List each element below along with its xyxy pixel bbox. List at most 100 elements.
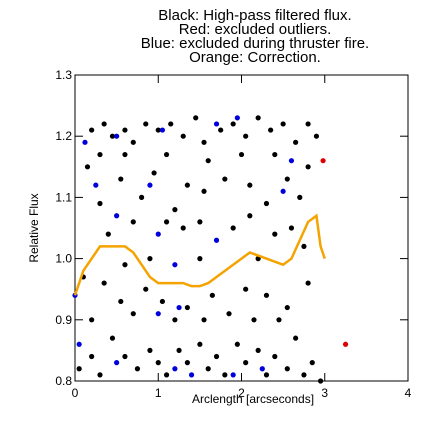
data-point bbox=[176, 304, 182, 311]
data-point bbox=[222, 372, 228, 378]
data-point bbox=[284, 304, 290, 311]
data-point bbox=[305, 121, 311, 127]
data-point bbox=[301, 372, 307, 378]
chart-title: Blue: excluded during thruster fire. bbox=[141, 35, 369, 52]
x-tick-label: 4 bbox=[405, 386, 412, 400]
data-point bbox=[155, 311, 161, 317]
y-tick-label: 0.9 bbox=[55, 313, 72, 327]
data-point bbox=[201, 188, 207, 194]
data-point bbox=[159, 127, 166, 133]
data-point bbox=[93, 182, 99, 188]
data-point bbox=[243, 286, 249, 292]
data-point bbox=[155, 127, 161, 133]
data-point bbox=[180, 133, 186, 139]
data-point bbox=[317, 378, 324, 384]
data-point bbox=[218, 127, 224, 133]
data-point bbox=[155, 231, 161, 237]
data-point bbox=[284, 176, 290, 182]
data-point bbox=[205, 158, 211, 164]
chart-title: Orange: Correction. bbox=[189, 49, 321, 66]
data-point bbox=[89, 317, 95, 323]
data-point bbox=[122, 262, 128, 268]
data-point bbox=[247, 182, 253, 188]
data-point bbox=[82, 139, 88, 145]
data-point bbox=[309, 360, 315, 366]
data-point bbox=[280, 188, 286, 194]
data-point bbox=[197, 341, 203, 347]
data-point bbox=[130, 219, 136, 225]
y-tick-label: 0.8 bbox=[55, 374, 72, 388]
data-point bbox=[213, 237, 220, 243]
data-point bbox=[259, 366, 265, 372]
data-point bbox=[251, 317, 257, 323]
data-point bbox=[122, 353, 128, 360]
data-point bbox=[272, 151, 278, 158]
data-point bbox=[197, 256, 203, 262]
data-point bbox=[114, 213, 120, 219]
data-point bbox=[263, 200, 270, 207]
data-point bbox=[114, 360, 120, 366]
data-point bbox=[288, 158, 295, 164]
data-point bbox=[172, 317, 178, 323]
data-point bbox=[234, 115, 240, 121]
data-point bbox=[155, 360, 161, 366]
data-point bbox=[268, 127, 274, 133]
data-point bbox=[213, 121, 220, 127]
data-point bbox=[272, 353, 278, 360]
data-point bbox=[143, 121, 149, 127]
data-point bbox=[184, 304, 190, 311]
data-point bbox=[263, 372, 270, 378]
data-point bbox=[305, 280, 311, 286]
x-axis-label: Arclength [arcseconds] bbox=[192, 392, 314, 406]
correction-line bbox=[73, 213, 326, 296]
data-point bbox=[226, 311, 232, 317]
data-point bbox=[97, 372, 103, 378]
data-point bbox=[255, 115, 261, 121]
data-point bbox=[272, 231, 278, 237]
data-point bbox=[305, 164, 311, 170]
data-point bbox=[163, 372, 170, 378]
x-tick-label: 2 bbox=[238, 386, 245, 400]
data-point bbox=[97, 151, 103, 158]
data-point bbox=[172, 207, 178, 213]
data-point bbox=[84, 164, 91, 170]
data-point bbox=[109, 133, 116, 139]
data-point bbox=[159, 298, 166, 305]
y-tick-label: 1.0 bbox=[55, 252, 72, 266]
data-point bbox=[276, 317, 282, 323]
data-point bbox=[172, 366, 178, 372]
data-point bbox=[151, 170, 157, 176]
data-point bbox=[293, 139, 299, 145]
data-point bbox=[288, 225, 295, 231]
data-point bbox=[188, 372, 195, 378]
data-point bbox=[234, 341, 240, 347]
data-point bbox=[313, 133, 320, 139]
data-point bbox=[163, 219, 170, 225]
data-point bbox=[163, 151, 170, 158]
data-point bbox=[263, 292, 270, 298]
data-point bbox=[101, 280, 107, 286]
data-point bbox=[97, 200, 103, 207]
data-point bbox=[184, 360, 190, 366]
data-point bbox=[284, 366, 290, 372]
data-point bbox=[101, 121, 107, 127]
data-point bbox=[301, 243, 307, 249]
data-point bbox=[230, 225, 236, 231]
data-point bbox=[118, 176, 124, 182]
data-point bbox=[193, 115, 199, 121]
data-point bbox=[76, 366, 82, 372]
data-point bbox=[105, 231, 111, 237]
data-point bbox=[238, 151, 245, 158]
data-point bbox=[297, 194, 303, 200]
data-point bbox=[342, 341, 349, 347]
plot-frame bbox=[74, 74, 409, 382]
chart-title: Black: High-pass filtered flux. bbox=[158, 7, 351, 24]
y-tick-label: 1.3 bbox=[55, 68, 72, 82]
data-point bbox=[89, 353, 95, 360]
data-point bbox=[147, 256, 153, 262]
data-point bbox=[139, 194, 145, 200]
y-tick-label: 1.2 bbox=[55, 129, 72, 143]
data-point bbox=[213, 353, 220, 360]
data-point bbox=[109, 335, 116, 341]
